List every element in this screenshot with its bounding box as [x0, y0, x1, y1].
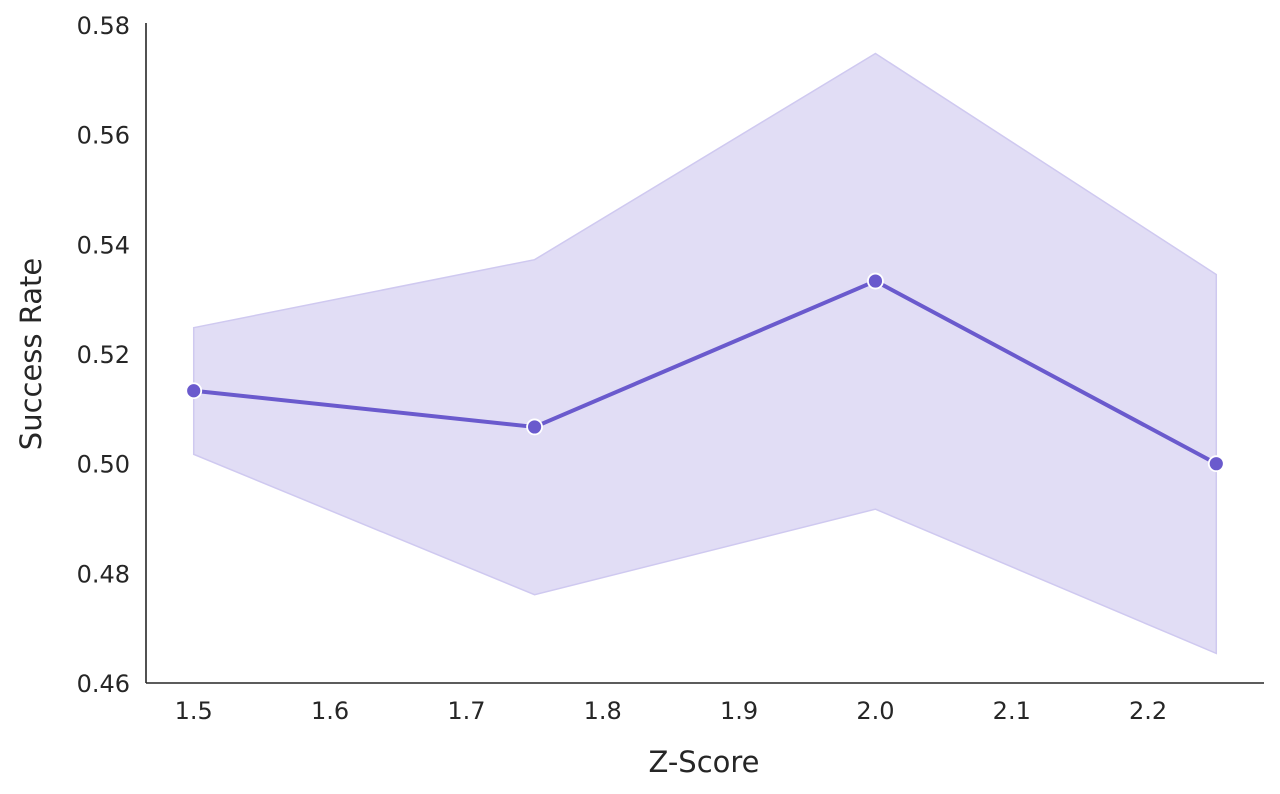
- y-tick-label: 0.52: [77, 341, 130, 369]
- x-tick-label: 2.1: [993, 697, 1031, 725]
- y-tick-label: 0.54: [77, 231, 130, 259]
- tick-labels: 1.5 1.6 1.7 1.8 1.9 2.0 2.1 2.2 0.46 0.48 0.50 0.52…: [77, 12, 1168, 725]
- data-point: [1207, 455, 1225, 473]
- data-point: [867, 272, 884, 290]
- y-tick-label: 0.46: [77, 670, 130, 698]
- x-axis-title: Z-Score: [648, 745, 759, 779]
- x-tick-label: 1.8: [584, 697, 622, 725]
- y-tick-label: 0.56: [77, 122, 130, 150]
- series-line: [191, 279, 1219, 466]
- y-axis-title: Success Rate: [14, 258, 48, 450]
- x-tick-label: 1.7: [447, 697, 485, 725]
- data-point: [526, 418, 543, 436]
- x-tick-label: 2.2: [1129, 697, 1167, 725]
- x-tick-label: 1.6: [311, 697, 349, 725]
- x-tick-label: 1.9: [720, 697, 758, 725]
- y-tick-label: 0.50: [77, 451, 130, 479]
- x-tick-label: 1.5: [175, 697, 213, 725]
- axes: [145, 23, 1264, 684]
- x-tick-label: 2.0: [856, 697, 894, 725]
- y-tick-label: 0.58: [77, 12, 130, 40]
- y-tick-label: 0.48: [77, 560, 130, 588]
- plot-area: [185, 52, 1225, 655]
- data-point: [185, 382, 203, 400]
